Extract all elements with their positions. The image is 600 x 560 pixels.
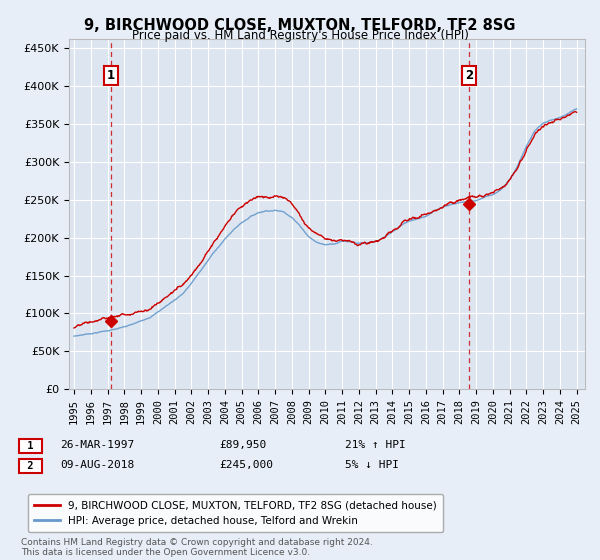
Text: 1: 1 <box>107 69 115 82</box>
Text: 2: 2 <box>21 461 40 471</box>
Text: Contains HM Land Registry data © Crown copyright and database right 2024.
This d: Contains HM Land Registry data © Crown c… <box>21 538 373 557</box>
Legend: 9, BIRCHWOOD CLOSE, MUXTON, TELFORD, TF2 8SG (detached house), HPI: Average pric: 9, BIRCHWOOD CLOSE, MUXTON, TELFORD, TF2… <box>28 494 443 532</box>
Text: 9, BIRCHWOOD CLOSE, MUXTON, TELFORD, TF2 8SG: 9, BIRCHWOOD CLOSE, MUXTON, TELFORD, TF2… <box>84 18 516 33</box>
Text: £89,950: £89,950 <box>219 440 266 450</box>
Text: 26-MAR-1997: 26-MAR-1997 <box>60 440 134 450</box>
Text: 21% ↑ HPI: 21% ↑ HPI <box>345 440 406 450</box>
Text: 2: 2 <box>466 69 473 82</box>
Text: Price paid vs. HM Land Registry's House Price Index (HPI): Price paid vs. HM Land Registry's House … <box>131 29 469 42</box>
Text: £245,000: £245,000 <box>219 460 273 470</box>
Text: 09-AUG-2018: 09-AUG-2018 <box>60 460 134 470</box>
Text: 1: 1 <box>21 441 40 451</box>
Text: 5% ↓ HPI: 5% ↓ HPI <box>345 460 399 470</box>
